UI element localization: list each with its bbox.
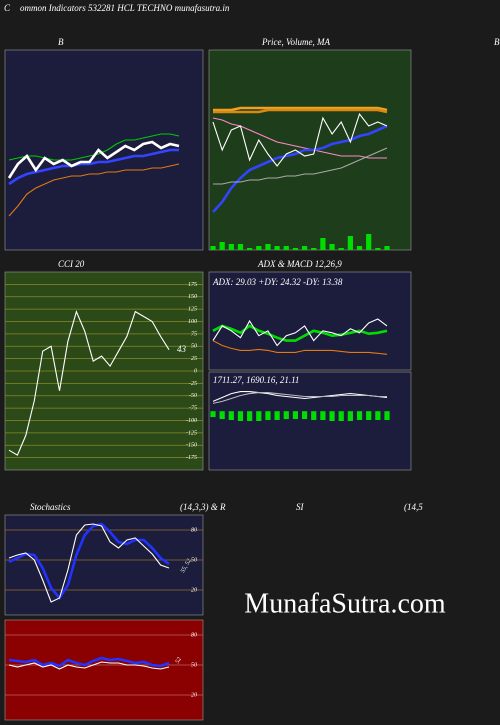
annotation: 1711.27, 1690.16, 21.11 — [213, 375, 299, 385]
panel — [4, 619, 204, 721]
y-tick-label: -125 — [186, 430, 197, 436]
header-left: C — [4, 3, 11, 13]
series-line — [212, 117, 387, 159]
y-tick-label: 175 — [188, 282, 197, 288]
bar — [375, 248, 381, 250]
series-line — [213, 108, 388, 114]
series-line — [8, 163, 180, 217]
bar — [329, 244, 335, 250]
header-title: ommon Indicators 532281 HCL TECHNO munaf… — [20, 3, 230, 13]
y-tick-label: 50 — [191, 557, 197, 563]
series-line — [213, 106, 388, 112]
y-tick-label: 20 — [191, 587, 197, 593]
series-line — [213, 147, 388, 185]
bar — [292, 248, 299, 250]
bar — [301, 411, 308, 420]
chart-subtitle: (14,3,3) & R — [180, 502, 226, 512]
bar — [265, 244, 271, 250]
annotation: ADX: 29.03 +DY: 24.32 -DY: 13.38 — [212, 277, 343, 287]
series-line — [8, 309, 170, 456]
series-line — [212, 392, 387, 404]
series-line — [8, 148, 179, 186]
y-tick-label: 80 — [191, 632, 197, 638]
bar — [283, 246, 289, 250]
bar — [366, 411, 372, 421]
bar — [274, 246, 280, 250]
value-label: 43 — [177, 344, 187, 354]
chart-title: CCI 20 — [58, 259, 85, 269]
y-tick-label: -100 — [186, 418, 197, 424]
bar — [219, 242, 225, 250]
bar — [356, 411, 363, 421]
bar — [366, 234, 372, 250]
series-line — [7, 140, 180, 179]
bar — [320, 238, 326, 250]
bar — [311, 411, 317, 421]
series-line — [212, 112, 388, 167]
bar — [347, 411, 353, 421]
bar — [219, 411, 225, 420]
series-line — [8, 522, 170, 601]
chart-title: Price, Volume, MA — [261, 37, 330, 47]
bar — [237, 244, 244, 250]
bar — [256, 411, 262, 421]
bar — [384, 411, 390, 421]
y-tick-label: 80 — [191, 527, 197, 533]
bar — [210, 411, 216, 418]
bar — [247, 248, 253, 250]
chart-title: B — [58, 37, 64, 47]
bar — [228, 411, 234, 421]
bar — [237, 411, 244, 421]
chart-subtitle: (14,5 — [404, 502, 423, 512]
bar — [320, 411, 326, 421]
series-line — [212, 318, 388, 347]
bar — [247, 411, 253, 421]
y-tick-label: -50 — [189, 393, 197, 399]
bar — [274, 411, 280, 421]
bar — [384, 246, 390, 250]
bar — [228, 244, 234, 250]
series-line — [212, 124, 388, 213]
y-tick-label: 150 — [188, 294, 197, 300]
series-line — [8, 523, 170, 603]
chart-title: SI — [296, 502, 305, 512]
chart-title: Stochastics — [30, 502, 71, 512]
bar — [375, 411, 381, 421]
y-tick-label: -150 — [186, 443, 197, 449]
watermark: MunafaSutra.com — [244, 588, 446, 619]
bar — [210, 246, 216, 250]
bar — [265, 411, 271, 421]
header-right: B — [494, 37, 500, 47]
series-line — [212, 391, 388, 402]
bar — [338, 411, 344, 421]
y-tick-label: 125 — [188, 307, 197, 313]
y-tick-label: 75 — [191, 331, 197, 337]
series-line — [8, 656, 170, 668]
value-label: 52 — [175, 656, 183, 664]
y-tick-label: 0 — [194, 368, 197, 374]
y-tick-label: 100 — [188, 319, 197, 325]
y-tick-label: -175 — [186, 455, 197, 461]
y-tick-label: 25 — [191, 356, 197, 362]
bar — [347, 236, 353, 250]
series-line — [8, 661, 170, 670]
bar — [292, 411, 299, 420]
series-line — [212, 324, 388, 342]
y-tick-label: -75 — [189, 406, 197, 412]
bar — [356, 246, 363, 250]
bar — [311, 248, 317, 250]
y-tick-label: 20 — [191, 692, 197, 698]
bar — [329, 411, 335, 421]
series-line — [212, 340, 388, 355]
bar — [256, 246, 262, 250]
y-tick-label: 50 — [191, 662, 197, 668]
chart-title: ADX & MACD 12,26,9 — [257, 259, 342, 269]
bar — [283, 411, 289, 420]
y-tick-label: 50 — [191, 344, 197, 350]
y-tick-label: -25 — [189, 381, 197, 387]
bar — [301, 246, 308, 250]
bar — [338, 248, 344, 250]
